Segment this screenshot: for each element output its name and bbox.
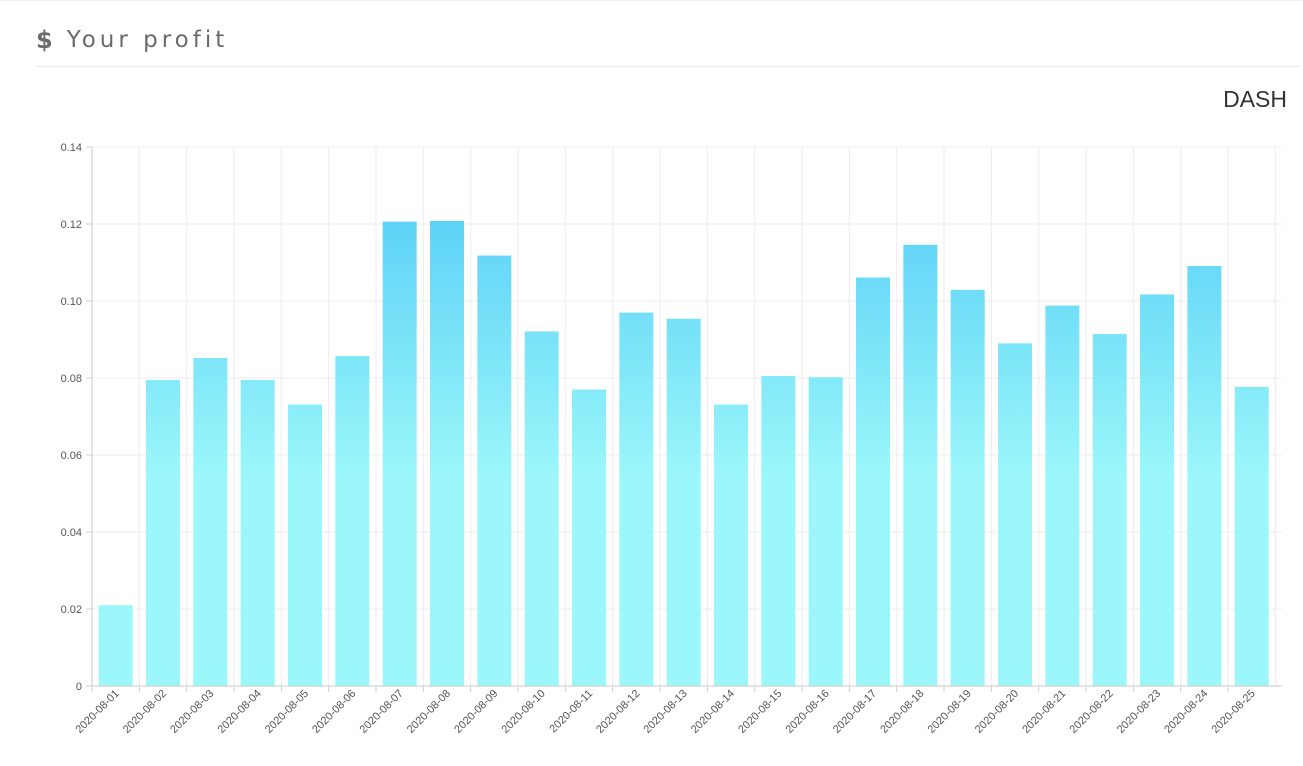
- y-tick-label: 0.06: [61, 450, 82, 462]
- x-tick-label: 2020-08-08: [405, 688, 453, 736]
- bar-2020-08-21[interactable]: [1045, 305, 1080, 686]
- x-tick-label: 2020-08-03: [168, 688, 216, 736]
- y-tick-label: 0.02: [61, 604, 82, 616]
- x-tick-label: 2020-08-04: [216, 688, 264, 736]
- y-tick-label: 0.04: [61, 527, 82, 539]
- bar-2020-08-19[interactable]: [950, 289, 985, 686]
- x-tick-label: 2020-08-23: [1115, 688, 1163, 736]
- bar-2020-08-12[interactable]: [619, 312, 654, 686]
- currency-label: DASH: [1223, 86, 1287, 112]
- x-tick-label: 2020-08-20: [973, 688, 1021, 736]
- bar-2020-08-03[interactable]: [193, 357, 228, 686]
- x-tick-label: 2020-08-10: [500, 688, 548, 736]
- bar-2020-08-13[interactable]: [666, 318, 701, 686]
- bar-2020-08-24[interactable]: [1187, 265, 1222, 686]
- axes: [86, 146, 1282, 692]
- bar-2020-08-25[interactable]: [1234, 386, 1269, 686]
- bar-2020-08-14[interactable]: [714, 404, 749, 686]
- bar-2020-08-11[interactable]: [572, 389, 607, 686]
- x-tick-label: 2020-08-13: [642, 688, 690, 736]
- y-tick-label: 0.10: [61, 296, 82, 308]
- bar-2020-08-18[interactable]: [903, 244, 938, 687]
- x-tick-label: 2020-08-09: [452, 688, 500, 736]
- x-tick-label: 2020-08-14: [689, 688, 737, 736]
- x-tick-label: 2020-08-05: [263, 688, 311, 736]
- x-tick-label: 2020-08-16: [784, 688, 832, 736]
- bars: [98, 220, 1269, 687]
- x-tick-label: 2020-08-17: [831, 688, 879, 736]
- bar-2020-08-05[interactable]: [288, 404, 323, 686]
- bar-2020-08-10[interactable]: [524, 331, 559, 686]
- bar-2020-08-06[interactable]: [335, 356, 370, 686]
- x-tick-label: 2020-08-06: [310, 688, 358, 736]
- page-title: Your profit: [66, 26, 229, 53]
- bar-2020-08-08[interactable]: [430, 220, 465, 687]
- x-tick-label: 2020-08-25: [1210, 688, 1258, 736]
- x-tick-label: 2020-08-19: [926, 688, 974, 736]
- header-divider: [36, 66, 1300, 67]
- dollar-icon: $: [36, 26, 53, 54]
- x-tick-label: 2020-08-02: [121, 688, 169, 736]
- x-tick-label: 2020-08-15: [736, 688, 784, 736]
- bar-2020-08-23[interactable]: [1140, 294, 1175, 686]
- panel-top-border: [0, 0, 1303, 1]
- bar-2020-08-04[interactable]: [240, 379, 275, 686]
- bar-2020-08-17[interactable]: [856, 277, 891, 686]
- x-tick-label: 2020-08-18: [878, 688, 926, 736]
- bar-2020-08-09[interactable]: [477, 255, 512, 686]
- y-tick-label: 0.14: [61, 142, 82, 154]
- x-tick-label: 2020-08-24: [1162, 688, 1210, 736]
- y-tick-label: 0.12: [61, 219, 82, 231]
- bar-2020-08-01[interactable]: [98, 605, 133, 686]
- x-tick-label: 2020-08-21: [1020, 688, 1068, 736]
- x-tick-label: 2020-08-22: [1068, 688, 1116, 736]
- x-tick-label: 2020-08-12: [594, 688, 642, 736]
- bar-2020-08-16[interactable]: [808, 377, 843, 686]
- y-tick-label: 0.08: [61, 373, 82, 385]
- bar-2020-08-07[interactable]: [382, 221, 417, 686]
- panel-header: $ Your profit: [36, 22, 228, 58]
- bar-2020-08-02[interactable]: [146, 379, 181, 686]
- x-tick-label: 2020-08-01: [74, 688, 122, 736]
- x-tick-label: 2020-08-11: [547, 688, 595, 736]
- bar-2020-08-22[interactable]: [1092, 334, 1127, 686]
- bar-2020-08-15[interactable]: [761, 376, 796, 686]
- bar-2020-08-20[interactable]: [998, 343, 1033, 686]
- y-tick-label: 0: [76, 681, 82, 693]
- x-tick-label: 2020-08-07: [358, 688, 406, 736]
